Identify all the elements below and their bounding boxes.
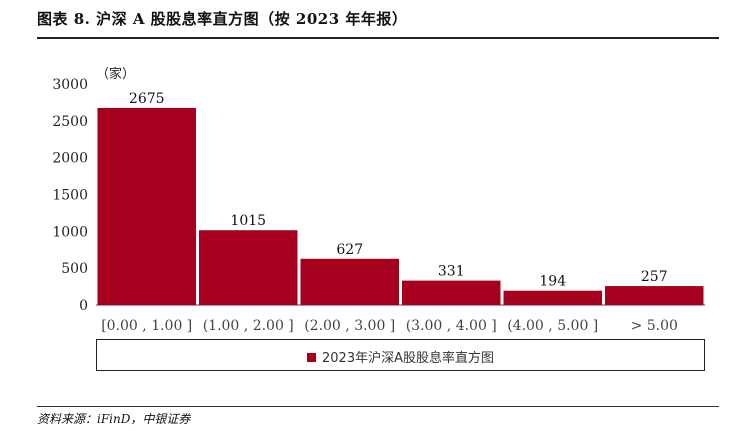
x-tick-label: (3.00 , 4.00 ]: [406, 318, 497, 334]
bar-value-label: 331: [438, 264, 465, 280]
legend-label: 2023年沪深A股股息率直方图: [322, 351, 494, 366]
y-axis-ticks: 0 500 1000 1500 2000 2500 3000: [52, 77, 88, 314]
bar: [199, 230, 298, 305]
title-rule: [37, 37, 719, 39]
y-tick-label: 2500: [52, 114, 88, 130]
y-tick-label: 1000: [52, 224, 88, 240]
x-tick-label: (4.00 , 5.00 ]: [507, 318, 598, 334]
bar-value-label: 627: [336, 242, 363, 258]
x-tick-label: (1.00 , 2.00 ]: [203, 318, 294, 334]
y-tick-label: 1500: [52, 188, 88, 204]
legend: 2023年沪深A股股息率直方图: [96, 339, 705, 371]
bar: [300, 258, 399, 305]
bar-value-label: 257: [641, 269, 668, 285]
y-unit-label: （家）: [96, 66, 135, 82]
y-tick-label: 2000: [52, 151, 88, 167]
y-tick-label: 0: [79, 298, 88, 314]
source-note: 资料来源：iFinD，中银证券: [37, 412, 191, 426]
x-tick-label: [0.00 , 1.00 ]: [101, 318, 192, 334]
bar: [503, 290, 602, 305]
bar: [97, 107, 196, 305]
bar: [402, 280, 501, 305]
source-rule: [37, 406, 719, 407]
bar: [605, 286, 704, 305]
bar-value-label: 1015: [230, 213, 266, 229]
bar-value-label: 2675: [129, 91, 165, 107]
y-tick-label: 500: [61, 261, 88, 277]
bar-value-label: 194: [539, 274, 566, 290]
x-tick-label: (2.00 , 3.00 ]: [304, 318, 395, 334]
bars: [97, 107, 704, 305]
x-tick-label: > 5.00: [631, 318, 678, 334]
legend-swatch: [307, 353, 316, 362]
figure-title: 图表 8. 沪深 A 股股息率直方图（按 2023 年年报）: [37, 10, 408, 28]
value-labels: 2675 1015 627 331 194 257: [129, 91, 668, 290]
y-tick-label: 3000: [52, 77, 88, 93]
x-axis-ticks: [0.00 , 1.00 ] (1.00 , 2.00 ] (2.00 , 3.00…: [101, 318, 678, 334]
